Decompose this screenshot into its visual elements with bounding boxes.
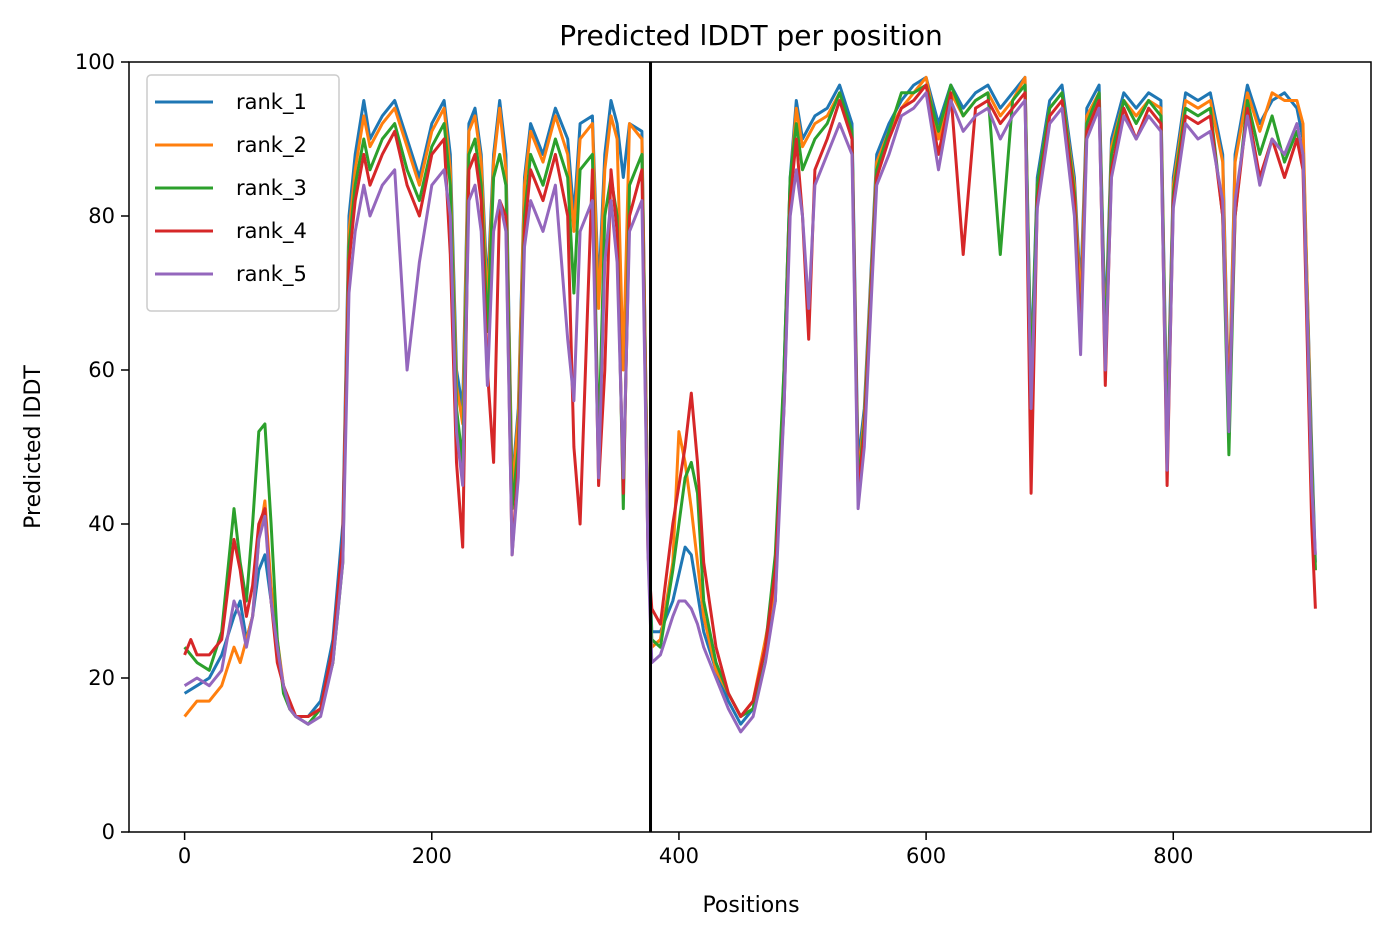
legend-label-rank-1: rank_1 bbox=[236, 90, 307, 115]
legend-label-rank-5: rank_5 bbox=[236, 262, 307, 287]
x-tick-label: 600 bbox=[906, 844, 946, 868]
legend-box bbox=[146, 74, 340, 312]
series-line-rank-5 bbox=[183, 91, 1317, 734]
y-tick-label: 80 bbox=[88, 204, 115, 228]
y-axis-label: Predicted lDDT bbox=[21, 365, 46, 529]
y-axis: 0 20 40 60 80 100 bbox=[75, 50, 129, 844]
x-tick-label: 200 bbox=[412, 844, 452, 868]
plot-frame bbox=[128, 61, 1372, 833]
legend-label-rank-4: rank_4 bbox=[236, 219, 307, 244]
y-tick-label: 0 bbox=[102, 820, 115, 844]
y-tick-label: 100 bbox=[75, 50, 115, 74]
y-tick-label: 20 bbox=[88, 666, 115, 690]
y-tick-label: 60 bbox=[88, 358, 115, 382]
legend-label-rank-3: rank_3 bbox=[236, 176, 307, 201]
series-line-rank-2 bbox=[183, 75, 1317, 718]
chart-title: Predicted lDDT per position bbox=[559, 19, 943, 52]
legend-label-rank-2: rank_2 bbox=[236, 133, 307, 158]
x-tick-label: 400 bbox=[659, 844, 699, 868]
x-tick-label: 800 bbox=[1153, 844, 1193, 868]
x-axis-label: Positions bbox=[702, 893, 799, 918]
plot-lines bbox=[183, 75, 1317, 734]
x-tick-label: 0 bbox=[178, 844, 191, 868]
x-axis: 0 200 400 600 800 bbox=[178, 832, 1193, 868]
y-tick-label: 40 bbox=[88, 512, 115, 536]
legend: rank_1 rank_2 rank_3 rank_4 rank_5 bbox=[146, 74, 340, 312]
